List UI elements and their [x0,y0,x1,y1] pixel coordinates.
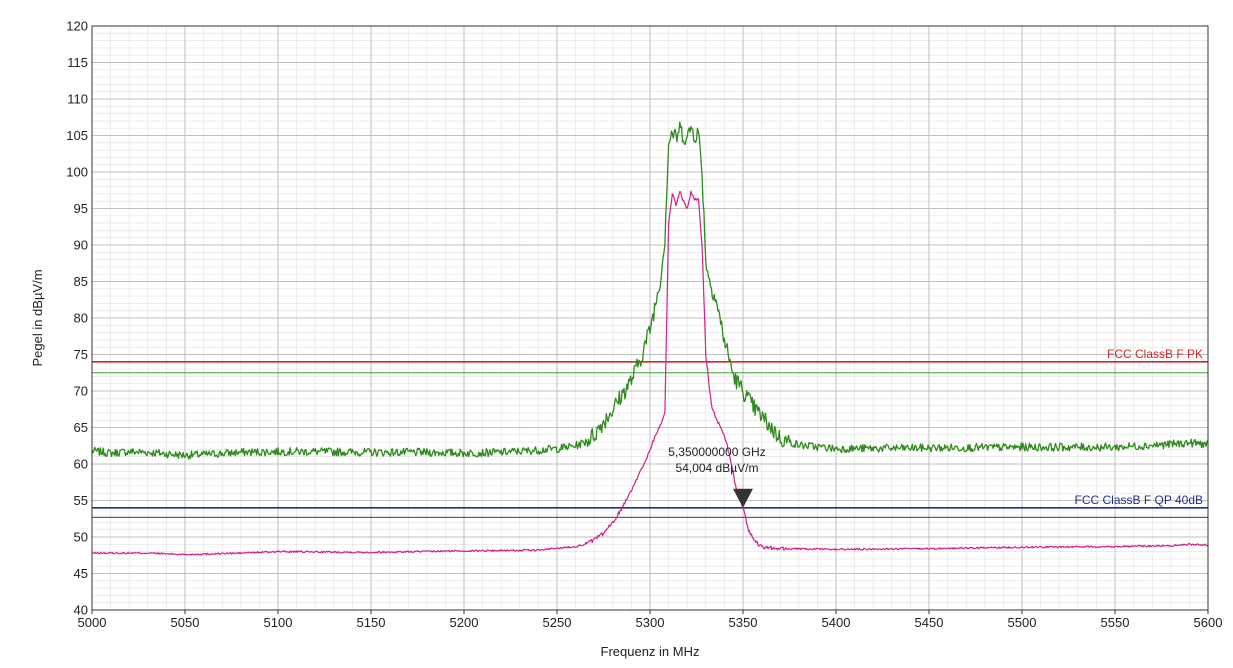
y-tick-label: 85 [74,274,88,289]
y-tick-label: 80 [74,311,88,326]
limit-label-pk: FCC ClassB F PK [1107,347,1203,361]
limit-label-qp: FCC ClassB F QP 40dB [1075,493,1203,507]
x-tick-label: 5100 [264,615,293,630]
marker: 5,350000000 GHz 54,004 dBµV/m [668,445,766,508]
x-tick-label: 5300 [636,615,665,630]
y-tick-label: 50 [74,530,88,545]
limit-lines [92,360,1208,518]
y-tick-label: 60 [74,457,88,472]
x-tick-label: 5000 [78,615,107,630]
y-tick-labels: 40 45 50 55 60 65 70 75 80 85 90 95 100 105 110 115 120 [66,19,88,618]
marker-level-label: 54,004 dBµV/m [676,461,759,475]
y-tick-label: 100 [66,165,88,180]
y-tick-label: 70 [74,384,88,399]
y-tick-label: 115 [67,55,88,70]
y-tick-label: 120 [66,19,88,34]
traces [91,121,1209,556]
marker-triangle-icon[interactable] [733,488,753,508]
marker-frequency-label: 5,350000000 GHz [668,445,765,459]
x-tick-label: 5400 [822,615,851,630]
trace-average [91,190,1209,556]
x-tick-labels: 5000 5050 5100 5150 5200 5250 5300 5350 5400 5450… [78,610,1223,630]
y-tick-label: 45 [74,566,88,581]
x-tick-label: 5150 [357,615,386,630]
x-tick-label: 5250 [543,615,572,630]
x-tick-label: 5450 [915,615,944,630]
x-tick-label: 5550 [1101,615,1130,630]
y-axis-label: Pegel in dBµV/m [30,269,45,366]
x-tick-label: 5050 [171,615,200,630]
trace-peak [91,121,1209,460]
y-tick-label: 110 [67,92,88,107]
y-tick-label: 105 [66,128,88,143]
x-tick-label: 5600 [1194,615,1223,630]
x-tick-label: 5500 [1008,615,1037,630]
y-tick-label: 40 [74,603,88,618]
limit-labels: FCC ClassB F PK FCC ClassB F QP 40dB [1075,347,1203,507]
y-tick-label: 65 [74,420,88,435]
y-tick-label: 75 [74,347,88,362]
y-tick-label: 95 [74,201,88,216]
y-tick-label: 55 [74,493,88,508]
y-tick-label: 90 [74,238,88,253]
x-axis-label: Frequenz in MHz [601,644,700,659]
x-tick-label: 5350 [729,615,758,630]
x-tick-label: 5200 [450,615,479,630]
